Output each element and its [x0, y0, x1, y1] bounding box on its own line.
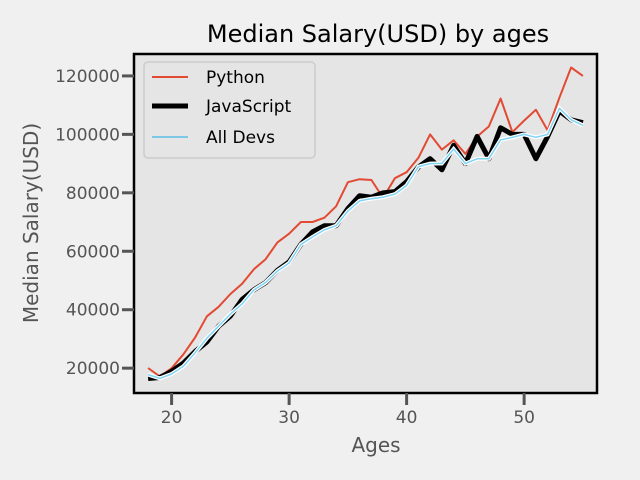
- legend-javascript-label: JavaScript: [205, 97, 292, 117]
- series-layer: [147, 66, 584, 381]
- x-axis-label: Ages: [351, 433, 400, 457]
- legend-all-devs-label: All Devs: [206, 128, 275, 148]
- y-axis-label: Median Salary(USD): [19, 123, 43, 323]
- legend-python-label: Python: [206, 68, 265, 88]
- chart-title: Median Salary(USD) by ages: [207, 20, 549, 48]
- y-tick-label: 40000: [66, 301, 120, 321]
- x-tick-label: 40: [396, 408, 418, 428]
- y-tick-label: 100000: [55, 125, 120, 145]
- series-line-all-devs: [147, 107, 584, 380]
- series-line-python: [147, 66, 584, 378]
- y-tick-label: 60000: [66, 242, 120, 262]
- y-tick-label: 80000: [66, 184, 120, 204]
- x-tick-label: 30: [278, 408, 300, 428]
- x-axis-ticks: 20 30 40 50: [161, 393, 535, 428]
- y-tick-label: 20000: [66, 359, 120, 379]
- legend: Python JavaScript All Devs: [143, 61, 316, 159]
- y-tick-label: 120000: [55, 67, 120, 87]
- x-tick-label: 20: [161, 408, 183, 428]
- x-tick-label: 50: [513, 408, 535, 428]
- legend-box: [143, 61, 316, 159]
- y-axis-ticks: 20000 40000 60000 80000 100000 120000: [55, 67, 134, 379]
